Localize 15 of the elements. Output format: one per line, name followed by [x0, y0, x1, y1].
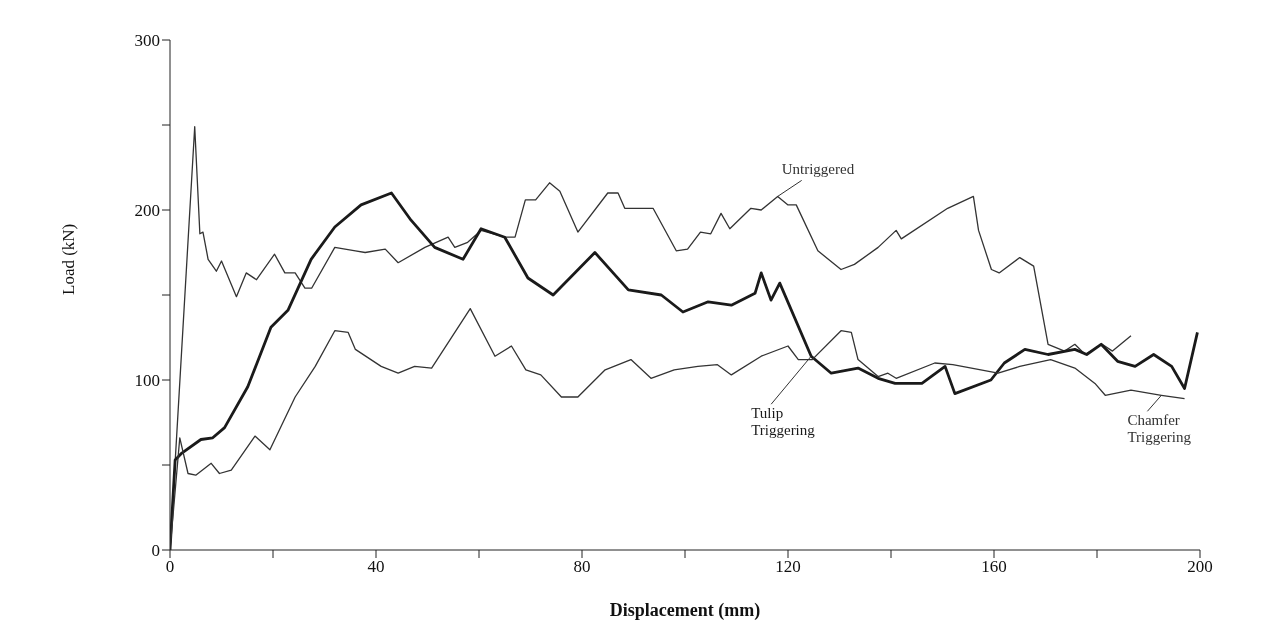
x-tick-label: 0 [165, 557, 175, 577]
y-tick-label: 200 [134, 201, 160, 221]
y-tick-label: 100 [134, 371, 160, 391]
x-tick-label: 200 [1187, 557, 1213, 577]
x-axis-title: Displacement (mm) [609, 600, 761, 621]
x-tick-label: 40 [367, 557, 385, 577]
text: Tulip Triggering [751, 405, 816, 439]
x-tick-label: 160 [981, 557, 1007, 577]
x-tick-label: 80 [573, 557, 591, 577]
legend-label: Chamfer Triggering [1127, 412, 1192, 446]
series-label: Untriggered [781, 161, 855, 178]
y-tick-label: 300 [134, 31, 160, 51]
y-axis-title: Load (kN) [59, 223, 79, 295]
x-tick-label: 120 [775, 557, 801, 577]
y-tick-label: 0 [151, 541, 160, 561]
